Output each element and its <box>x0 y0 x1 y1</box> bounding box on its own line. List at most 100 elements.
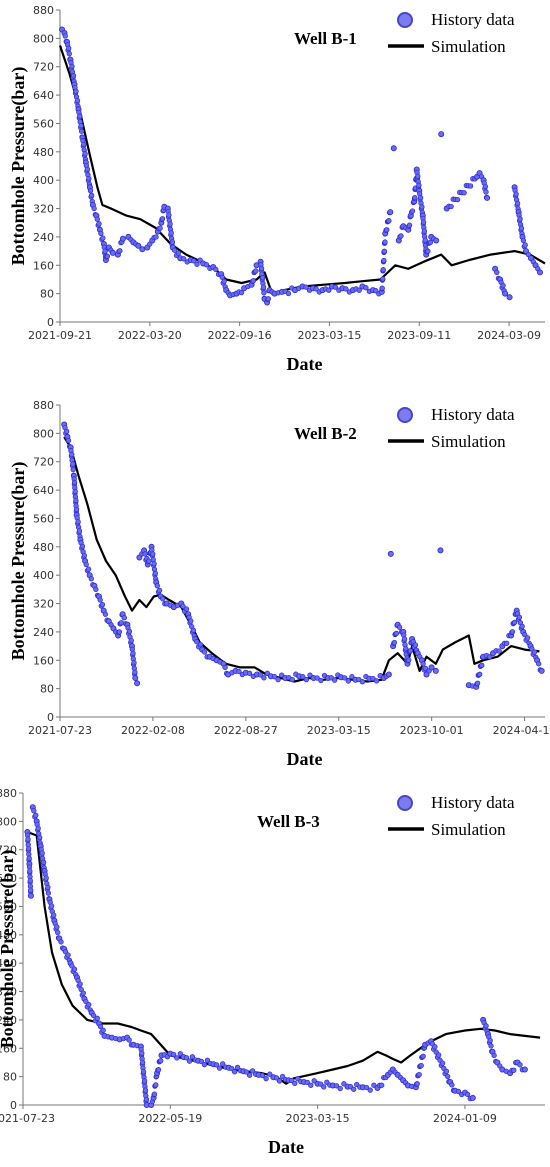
history-point <box>97 597 103 603</box>
legend-history-label: History data <box>431 793 515 812</box>
history-point <box>438 131 445 138</box>
history-point <box>152 570 158 576</box>
history-point <box>445 1073 451 1080</box>
history-point <box>45 884 51 891</box>
history-point <box>90 1012 97 1019</box>
history-point <box>419 204 425 210</box>
history-point <box>100 235 106 241</box>
history-point <box>257 672 264 678</box>
x-tick-label: 2022-03-20 <box>118 329 182 342</box>
history-point <box>409 208 416 214</box>
history-point <box>263 1075 269 1082</box>
history-point <box>367 1087 373 1093</box>
history-point <box>496 648 502 654</box>
history-point <box>139 246 146 253</box>
history-point <box>538 667 545 674</box>
y-tick-label: 0 <box>10 1099 17 1112</box>
history-point <box>502 290 509 297</box>
history-point <box>171 247 178 253</box>
history-point <box>259 275 266 281</box>
history-point <box>97 1023 104 1030</box>
history-point <box>71 479 78 486</box>
history-point <box>249 1068 256 1074</box>
history-point <box>531 649 538 655</box>
history-point <box>483 1023 489 1029</box>
y-tick-label: 640 <box>0 872 17 885</box>
history-point <box>487 654 493 660</box>
history-point <box>87 188 94 194</box>
history-point <box>484 194 491 201</box>
y-tick-label: 0 <box>47 711 54 724</box>
history-point <box>190 627 197 633</box>
history-point <box>436 1052 442 1058</box>
history-point <box>488 1043 494 1049</box>
y-tick-label: 400 <box>0 957 17 970</box>
history-point <box>155 1067 162 1073</box>
history-point <box>151 1091 158 1097</box>
history-point <box>75 519 81 525</box>
history-point <box>437 547 444 554</box>
history-point <box>351 1086 357 1092</box>
history-point <box>45 890 52 896</box>
history-point <box>201 1061 208 1068</box>
history-point <box>194 261 200 267</box>
history-point <box>213 266 219 273</box>
history-point <box>88 576 94 582</box>
x-axis-label: Date <box>287 354 323 374</box>
history-point <box>517 216 523 222</box>
history-point <box>276 1078 283 1084</box>
x-tick-label: 2023-09-11 <box>387 329 451 342</box>
history-point <box>356 287 362 293</box>
chart-panel-2: 0 80 160 240 320 400 480 560 640 720 800 880 2021-07… <box>8 399 550 769</box>
chart-title: Well B-2 <box>294 424 357 443</box>
chart-title: Well B-3 <box>257 812 320 831</box>
history-point <box>261 290 267 296</box>
y-tick-label: 80 <box>40 288 54 301</box>
y-axis-label: Bottomhole Pressure(bar) <box>8 462 29 661</box>
history-point <box>500 282 506 289</box>
history-point <box>425 248 431 254</box>
history-point <box>267 1071 273 1077</box>
history-point <box>304 1079 310 1086</box>
y-tick-label: 880 <box>33 399 54 412</box>
y-tick-label: 800 <box>33 32 54 45</box>
history-point <box>25 845 32 852</box>
history-point <box>250 278 256 284</box>
history-point <box>406 222 413 228</box>
history-point <box>86 1001 92 1008</box>
history-point <box>166 212 172 218</box>
history-point <box>258 265 265 272</box>
history-point <box>261 675 267 681</box>
history-point <box>132 675 139 682</box>
history-point <box>153 234 159 240</box>
history-point <box>265 296 271 302</box>
history-point <box>421 228 428 234</box>
history-point <box>422 237 428 243</box>
history-point <box>455 1088 462 1095</box>
history-point <box>482 183 489 190</box>
history-point <box>379 1082 385 1088</box>
history-point <box>246 670 253 676</box>
history-point <box>102 611 109 617</box>
history-point <box>69 63 75 70</box>
legend-simulation-label: Simulation <box>431 37 506 56</box>
history-point <box>183 1055 190 1061</box>
history-point <box>373 288 379 294</box>
history-point <box>65 952 71 958</box>
legend-simulation-label: Simulation <box>431 432 506 451</box>
y-tick-label: 560 <box>33 117 54 130</box>
history-point <box>448 203 454 210</box>
history-point <box>109 249 116 256</box>
x-tick-label: 2023-03-15 <box>297 329 361 342</box>
x-tick-label: 2022-02-08 <box>121 724 185 737</box>
y-tick-label: 320 <box>33 598 54 611</box>
history-point <box>406 657 412 663</box>
history-point <box>403 645 409 652</box>
history-point <box>119 235 126 242</box>
legend-history-label: History data <box>431 10 515 29</box>
history-point <box>380 276 386 282</box>
history-point <box>81 552 88 559</box>
history-point <box>289 676 295 683</box>
history-point <box>151 561 157 567</box>
history-point <box>27 892 34 899</box>
